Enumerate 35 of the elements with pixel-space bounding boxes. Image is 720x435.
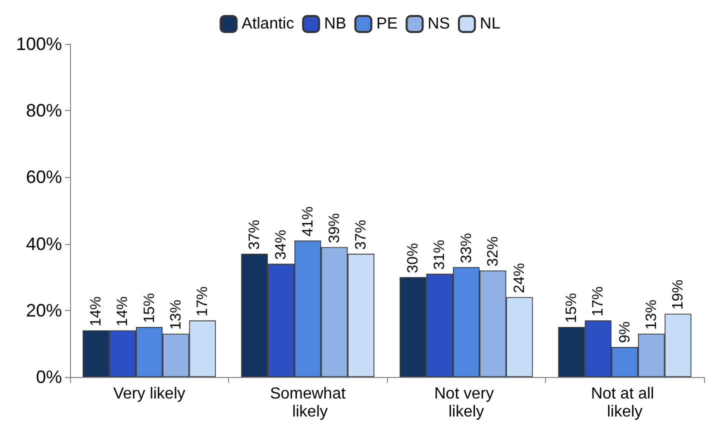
y-tick-label: 60% (26, 167, 62, 188)
data-label: 30% (404, 243, 422, 274)
y-tick-label: 0% (36, 367, 62, 387)
legend-label: NL (480, 16, 500, 32)
data-label: 14% (87, 296, 104, 326)
data-label: 32% (484, 236, 502, 266)
data-label: 37% (352, 220, 370, 250)
data-label: 15% (562, 293, 580, 324)
y-tick-label: 80% (26, 100, 62, 121)
data-label: 15% (140, 293, 158, 324)
data-label: 13% (167, 300, 184, 330)
y-tick-label: 100% (16, 34, 62, 54)
data-label: 24% (511, 263, 528, 294)
data-label: 37% (246, 220, 263, 250)
data-label: 33% (458, 233, 475, 264)
x-tick-label: Somewhat likely (270, 386, 346, 420)
data-label: 17% (590, 286, 607, 316)
data-label: 17% (194, 286, 212, 316)
y-tick-label: 20% (26, 300, 62, 320)
data-label: 39% (326, 213, 343, 244)
x-tick-label: Not at all likely (590, 386, 659, 420)
y-tick-label: 40% (26, 234, 62, 254)
legend-label: NB (324, 16, 346, 32)
data-label: 34% (272, 230, 290, 260)
data-label: 13% (642, 300, 660, 330)
data-label: 9% (616, 321, 634, 344)
x-tick-label: Not very likely (434, 386, 498, 420)
legend-label: NS (428, 16, 450, 32)
legend-label: Atlantic (242, 16, 294, 32)
x-tick-label: Very likely (113, 386, 186, 402)
data-label: 41% (299, 206, 316, 236)
data-label: 19% (670, 280, 687, 310)
data-label: 31% (431, 240, 448, 270)
legend-label: PE (376, 16, 398, 32)
data-label: 14% (114, 296, 132, 326)
